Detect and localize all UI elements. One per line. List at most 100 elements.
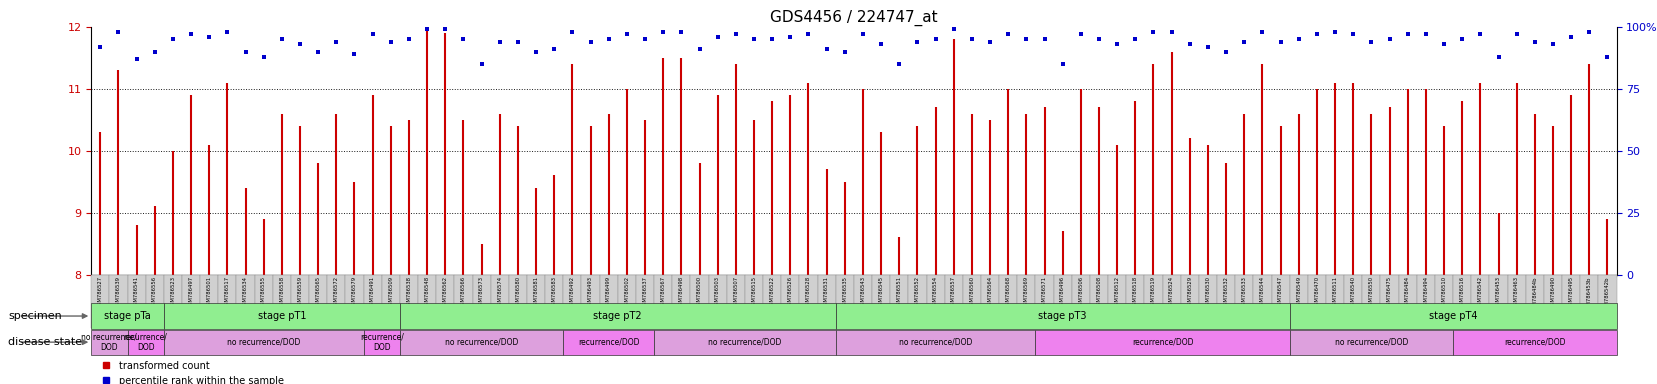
Bar	[146, 275, 164, 328]
Point	[1339, 31, 1365, 37]
Point	[1195, 44, 1221, 50]
Text: GSM786510: GSM786510	[1440, 276, 1445, 308]
Text: GSM786540: GSM786540	[1350, 276, 1355, 308]
Bar	[527, 275, 545, 328]
Point	[141, 48, 167, 55]
Point	[867, 41, 893, 47]
Text: GSM786496: GSM786496	[1059, 276, 1064, 308]
Text: GSM786508: GSM786508	[1095, 276, 1100, 308]
Bar	[1198, 275, 1216, 328]
Point	[360, 31, 386, 37]
Bar	[762, 275, 780, 328]
Point	[522, 48, 548, 55]
Text: GSM786497: GSM786497	[189, 276, 194, 308]
Text: recurrence/DOD: recurrence/DOD	[1503, 338, 1564, 347]
Bar	[1107, 275, 1125, 328]
Point	[177, 31, 204, 37]
Bar	[128, 275, 146, 328]
Bar	[600, 275, 618, 328]
Bar	[1052, 275, 1070, 328]
Point	[613, 31, 640, 37]
Point	[741, 36, 767, 42]
Point	[958, 36, 984, 42]
Text: disease state: disease state	[8, 337, 83, 347]
Bar	[91, 303, 164, 329]
Point	[777, 34, 804, 40]
Text: specimen: specimen	[8, 311, 61, 321]
Point	[848, 31, 875, 37]
Point	[1229, 39, 1256, 45]
Text: recurrence/
DOD: recurrence/ DOD	[360, 333, 403, 352]
Text: GSM786544: GSM786544	[1259, 276, 1264, 308]
Bar	[835, 275, 853, 328]
Point	[1321, 29, 1347, 35]
Text: GSM786581: GSM786581	[534, 276, 539, 308]
Bar	[835, 329, 1036, 355]
Bar	[1417, 275, 1433, 328]
Bar	[1036, 275, 1052, 328]
Text: GSM786515: GSM786515	[751, 276, 756, 308]
Bar	[1289, 329, 1452, 355]
Bar	[689, 275, 708, 328]
Text: GSM786556: GSM786556	[152, 276, 157, 308]
Bar	[237, 275, 255, 328]
Bar	[1216, 275, 1234, 328]
Point	[558, 29, 585, 35]
Bar	[708, 275, 726, 328]
Bar	[1036, 329, 1289, 355]
Bar	[1180, 275, 1198, 328]
Bar	[109, 275, 128, 328]
Bar	[308, 275, 326, 328]
Text: GSM786539: GSM786539	[116, 276, 121, 308]
Text: GSM786580: GSM786580	[515, 276, 520, 308]
Point	[1576, 29, 1602, 35]
Text: GSM786501: GSM786501	[207, 276, 212, 308]
Bar	[1234, 275, 1253, 328]
Bar	[472, 275, 490, 328]
Point	[378, 39, 404, 45]
Bar	[273, 275, 290, 328]
Text: stage pT3: stage pT3	[1037, 311, 1087, 321]
Point	[577, 39, 603, 45]
Text: GSM786518: GSM786518	[1132, 276, 1137, 308]
Point	[1158, 29, 1185, 35]
Bar	[545, 275, 563, 328]
Point	[1140, 29, 1167, 35]
Point	[268, 36, 295, 42]
Text: GSM786565: GSM786565	[315, 276, 320, 308]
Point	[396, 36, 423, 42]
Bar	[726, 275, 744, 328]
Point	[940, 26, 966, 32]
Text: GSM786507: GSM786507	[732, 276, 737, 308]
Text: GSM786502: GSM786502	[625, 276, 630, 308]
Bar	[200, 275, 219, 328]
Text: GSM786541: GSM786541	[134, 276, 139, 308]
Bar	[926, 275, 944, 328]
Point	[1031, 36, 1057, 42]
Text: stage pTa: stage pTa	[104, 311, 151, 321]
Bar	[655, 275, 671, 328]
Point	[814, 46, 840, 52]
Bar	[1143, 275, 1162, 328]
Point	[994, 31, 1021, 37]
Bar	[1399, 275, 1417, 328]
Point	[287, 41, 313, 47]
Bar	[799, 275, 817, 328]
Point	[1302, 31, 1329, 37]
Text: GSM786557: GSM786557	[951, 276, 956, 308]
Point	[232, 48, 258, 55]
Point	[504, 39, 530, 45]
Text: GSM786503: GSM786503	[714, 276, 719, 308]
Bar	[418, 275, 436, 328]
Bar	[890, 275, 908, 328]
Bar	[255, 275, 273, 328]
Text: GSM786523: GSM786523	[171, 276, 176, 308]
Bar	[454, 275, 472, 328]
Bar	[582, 275, 600, 328]
Point	[1357, 39, 1384, 45]
Bar	[399, 303, 835, 329]
Point	[1375, 36, 1402, 42]
Point	[540, 46, 567, 52]
Text: GSM786522: GSM786522	[769, 276, 774, 308]
Bar	[164, 303, 399, 329]
